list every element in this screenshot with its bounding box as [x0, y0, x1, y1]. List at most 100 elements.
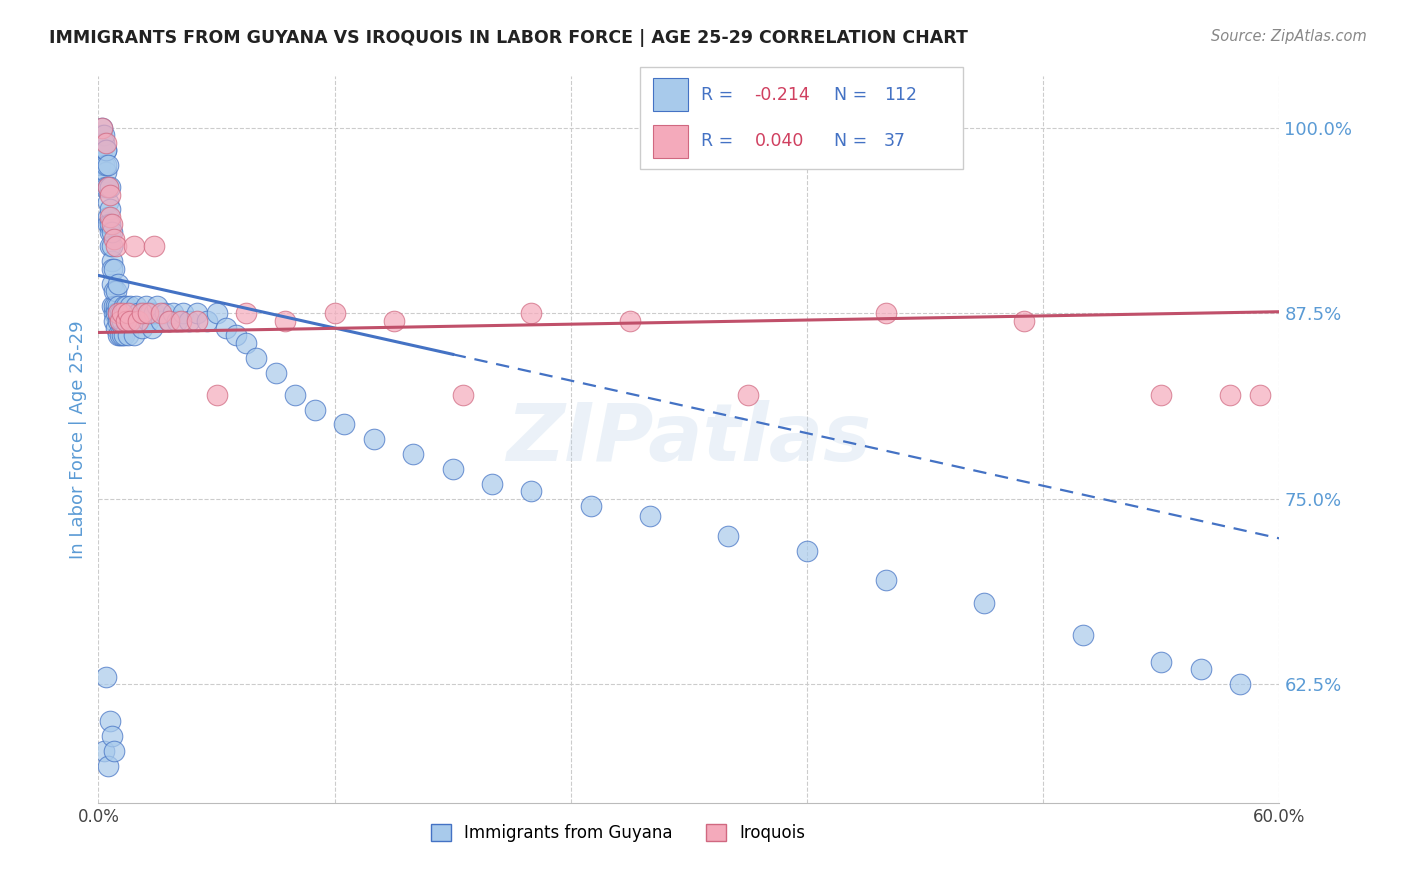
Point: [96, 143, 118, 157]
Point: [127, 306, 149, 320]
Point: [107, 306, 129, 320]
Point: [91, 120, 114, 135]
Text: ZIPatlas: ZIPatlas: [506, 401, 872, 478]
Point: [333, 417, 356, 432]
Point: [103, 313, 125, 327]
Point: [96, 165, 118, 179]
Text: R =: R =: [702, 132, 734, 150]
Point: [225, 328, 247, 343]
Point: [93, 744, 115, 758]
Point: [875, 574, 897, 588]
Text: Source: ZipAtlas.com: Source: ZipAtlas.com: [1211, 29, 1367, 44]
Point: [155, 306, 177, 320]
Point: [117, 328, 139, 343]
Point: [96, 136, 118, 150]
Point: [111, 306, 134, 320]
Point: [136, 306, 159, 320]
Point: [115, 313, 138, 327]
Point: [111, 328, 134, 343]
Point: [146, 299, 169, 313]
Point: [122, 239, 145, 253]
Point: [97, 210, 120, 224]
Point: [101, 729, 124, 743]
Point: [136, 313, 159, 327]
Point: [121, 306, 143, 320]
Point: [172, 306, 194, 320]
Point: [112, 306, 135, 320]
Point: [131, 321, 153, 335]
Point: [117, 306, 139, 320]
Point: [520, 484, 543, 499]
Point: [101, 254, 124, 268]
Point: [162, 306, 184, 320]
Point: [101, 277, 124, 291]
Point: [131, 306, 153, 320]
Point: [105, 239, 128, 253]
Point: [89, 136, 111, 150]
Point: [108, 328, 131, 343]
Point: [205, 388, 228, 402]
Text: N =: N =: [834, 87, 868, 104]
Text: 0.040: 0.040: [755, 132, 804, 150]
Point: [1229, 677, 1251, 691]
Point: [105, 306, 128, 320]
Point: [141, 321, 163, 335]
Point: [96, 180, 118, 194]
Point: [115, 299, 138, 313]
Point: [108, 313, 131, 327]
Point: [157, 313, 180, 327]
Point: [150, 306, 173, 320]
Point: [91, 143, 114, 157]
Point: [1150, 655, 1173, 669]
Point: [973, 595, 995, 609]
Bar: [652, 78, 689, 111]
Bar: [652, 126, 689, 158]
Point: [875, 306, 897, 320]
Point: [737, 388, 759, 402]
Point: [195, 313, 218, 327]
Point: [177, 313, 200, 327]
Point: [98, 202, 121, 217]
Point: [125, 299, 148, 313]
Point: [796, 543, 818, 558]
Point: [103, 306, 125, 320]
Point: [96, 143, 118, 157]
Point: [382, 313, 405, 327]
Point: [127, 313, 149, 327]
Point: [105, 321, 128, 335]
Point: [481, 476, 503, 491]
Point: [235, 335, 257, 350]
Point: [363, 433, 385, 447]
Text: -0.214: -0.214: [755, 87, 810, 104]
Point: [118, 299, 141, 313]
Point: [98, 217, 121, 231]
Point: [170, 313, 193, 327]
Point: [108, 313, 131, 327]
Point: [1012, 313, 1035, 327]
Point: [96, 670, 118, 684]
Point: [1071, 628, 1094, 642]
Point: [117, 306, 139, 320]
Point: [166, 313, 188, 327]
Point: [264, 366, 287, 380]
Point: [520, 306, 543, 320]
Point: [235, 306, 257, 320]
Point: [215, 321, 238, 335]
Y-axis label: In Labor Force | Age 25-29: In Labor Force | Age 25-29: [69, 320, 87, 558]
Point: [441, 462, 464, 476]
Point: [97, 217, 120, 231]
Point: [284, 388, 307, 402]
Point: [142, 306, 165, 320]
Point: [91, 120, 114, 135]
Point: [97, 758, 120, 772]
Point: [128, 313, 150, 327]
Point: [98, 210, 121, 224]
Point: [118, 313, 141, 327]
Point: [122, 328, 145, 343]
Point: [105, 299, 128, 313]
Point: [103, 232, 125, 246]
Point: [108, 306, 131, 320]
Point: [402, 447, 425, 461]
Point: [323, 306, 346, 320]
Point: [111, 313, 134, 327]
